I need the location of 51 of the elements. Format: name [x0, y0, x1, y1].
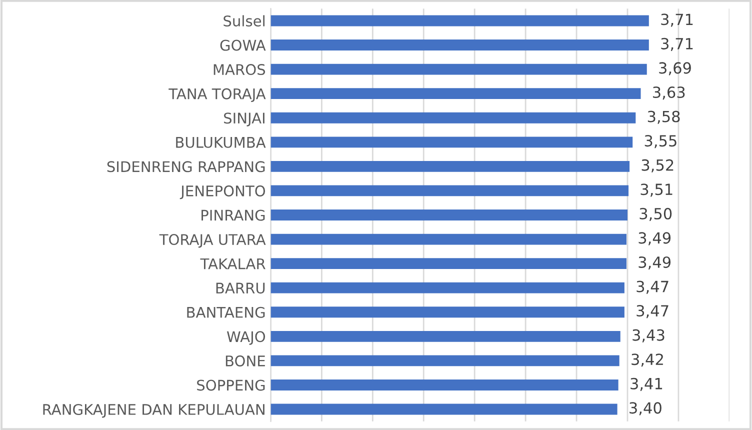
y-tick-label: BANTAENG — [187, 306, 265, 318]
bar — [270, 282, 624, 294]
y-tick-label: SINJAI — [224, 112, 264, 126]
bar — [270, 40, 649, 50]
bar — [270, 112, 636, 124]
data-label: 3,49 — [638, 256, 671, 270]
data-label: 3,42 — [632, 354, 663, 367]
bar — [270, 136, 633, 148]
y-tick-label: MAROS — [214, 64, 266, 76]
data-label: 3,71 — [661, 14, 693, 27]
y-tick-label: GOWA — [220, 40, 266, 51]
y-tick-label: WAJO — [226, 331, 266, 345]
data-label: 3,58 — [648, 110, 680, 124]
bar — [270, 185, 629, 196]
bar — [270, 404, 618, 415]
bar — [270, 380, 618, 390]
data-label: 3,52 — [642, 159, 674, 172]
data-label: 3,49 — [638, 232, 671, 246]
y-tick-label: TANA TORAJA — [168, 88, 266, 102]
data-label: 3,50 — [640, 208, 672, 221]
bar — [270, 355, 620, 366]
bar — [270, 258, 626, 270]
bar — [270, 64, 647, 75]
y-tick-label: RANGKAJENE DAN KEPULAUAN — [43, 404, 264, 418]
bar — [270, 306, 624, 318]
data-label: 3,63 — [653, 86, 685, 100]
y-tick-label: JENEPONTO — [180, 185, 266, 200]
bar — [270, 15, 649, 26]
data-label: 3,47 — [636, 305, 668, 318]
data-label: 3,41 — [630, 378, 662, 391]
data-label: 3,69 — [659, 62, 691, 76]
y-tick-label: BARRU — [216, 282, 265, 294]
y-tick-label: TAKALAR — [200, 258, 266, 270]
y-tick-label: BULUKUMBA — [176, 137, 266, 148]
bar — [270, 234, 626, 245]
y-tick-label: SIDENRENG RAPPANG — [107, 161, 265, 172]
bar — [270, 160, 630, 172]
y-tick-label: TORAJA UTARA — [159, 234, 266, 248]
bar — [270, 330, 620, 342]
data-label: 3,51 — [640, 184, 672, 197]
data-label: 3,55 — [644, 135, 676, 148]
y-tick-label: BONE — [226, 355, 265, 366]
bar — [270, 88, 641, 100]
y-tick-label: SOPPENG — [197, 380, 265, 391]
y-tick-label: PINRANG — [202, 210, 265, 221]
bar — [270, 210, 628, 220]
data-label: 3,71 — [661, 38, 693, 52]
data-label: 3,40 — [630, 402, 662, 416]
y-tick-label: Sulsel — [224, 15, 264, 26]
data-label: 3,47 — [636, 280, 668, 294]
data-label: 3,43 — [632, 329, 664, 342]
